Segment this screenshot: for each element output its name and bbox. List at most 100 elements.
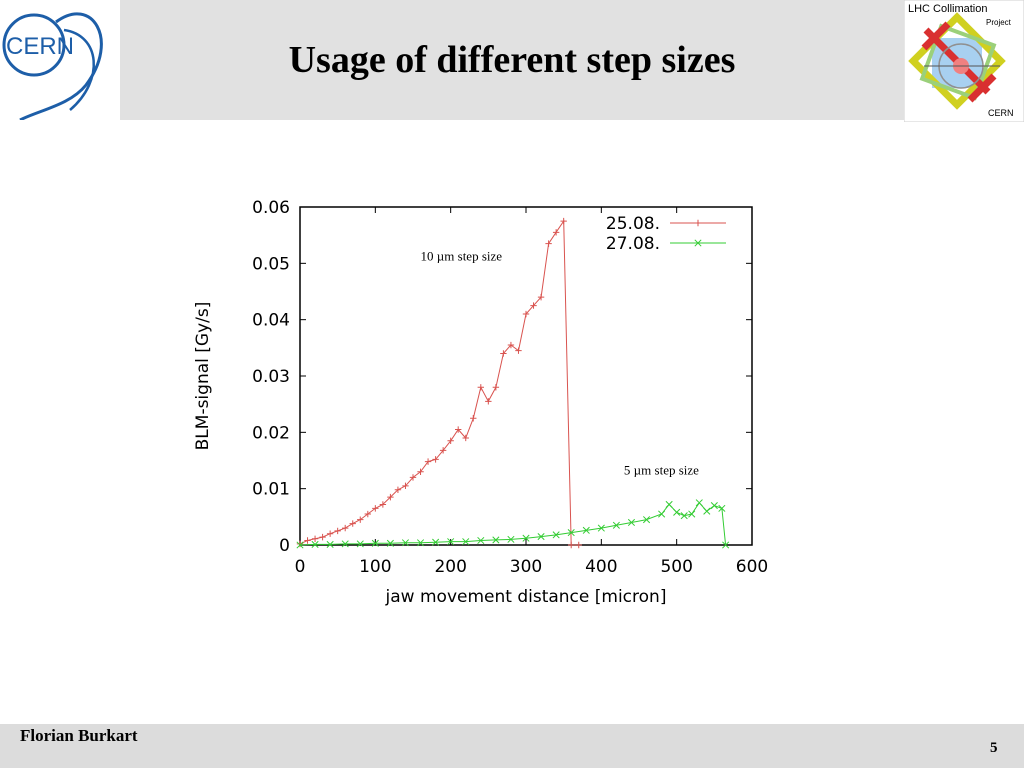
data-point — [319, 533, 326, 541]
data-point — [349, 520, 356, 527]
data-point — [432, 456, 439, 463]
x-tick-label: 200 — [434, 557, 466, 577]
data-point — [642, 516, 651, 524]
data-point — [341, 540, 349, 548]
cern-logo: CERN — [0, 0, 120, 122]
data-point — [627, 518, 636, 527]
series-line — [299, 219, 579, 546]
series-line — [299, 501, 727, 546]
data-point — [522, 310, 530, 318]
data-point — [500, 350, 507, 357]
data-point — [334, 527, 341, 535]
data-point — [582, 526, 590, 534]
data-point — [304, 537, 311, 544]
data-point — [718, 504, 726, 512]
x-tick-label: 100 — [359, 557, 391, 577]
data-point — [470, 415, 477, 422]
data-point — [680, 512, 688, 520]
data-point — [507, 341, 515, 349]
data-point — [537, 293, 545, 301]
cern-logo-text: CERN — [6, 33, 74, 60]
series-1 — [296, 499, 730, 549]
data-point — [722, 541, 730, 549]
legend: 25.08.27.08. — [606, 214, 726, 254]
data-point — [560, 217, 567, 225]
slide-title: Usage of different step sizes — [288, 39, 736, 81]
y-tick-label: 0.04 — [252, 311, 290, 331]
data-point — [552, 229, 560, 236]
x-tick-label: 400 — [585, 557, 617, 577]
data-point — [552, 531, 560, 539]
x-tick-label: 0 — [295, 557, 306, 577]
lhc-collimation-logo: LHC Collimation Project CERN — [903, 0, 1024, 123]
y-tick-label: 0.02 — [252, 423, 290, 443]
blm-signal-chart: 0 100 200 300 400 500 600 0 0.01 0.02 0.03 0.04 0.05… — [180, 185, 780, 615]
plot-frame — [299, 206, 753, 546]
chart-annotation: 5 µm step size — [624, 463, 699, 478]
data-point — [417, 468, 424, 475]
lhc-logo-subtitle: Project — [986, 18, 1012, 27]
y-tick-label: 0 — [279, 536, 290, 556]
y-tick-label: 0.01 — [252, 480, 290, 500]
lhc-logo-org: CERN — [988, 108, 1014, 118]
data-point — [357, 516, 364, 523]
data-point — [703, 507, 711, 515]
data-point — [522, 534, 530, 542]
data-point — [296, 540, 304, 548]
legend-marker — [694, 239, 702, 247]
footer-author: Florian Burkart — [20, 726, 138, 745]
data-point — [492, 384, 500, 391]
data-point — [379, 501, 387, 508]
series-layer — [296, 217, 730, 549]
data-point — [695, 499, 703, 507]
data-point — [567, 529, 575, 537]
data-point — [311, 535, 319, 543]
chart-svg: 0 100 200 300 400 500 600 0 0.01 0.02 0.03 0.04 0.05… — [193, 198, 768, 607]
data-point — [394, 486, 402, 493]
data-point — [485, 398, 492, 405]
page-number: 5 — [990, 740, 998, 756]
data-point — [387, 493, 394, 501]
data-point — [296, 541, 304, 549]
y-tick-label: 0.03 — [252, 367, 290, 387]
data-point — [597, 524, 605, 532]
chart-annotation: 10 µm step size — [421, 249, 503, 264]
data-point — [515, 347, 522, 354]
data-point — [447, 437, 454, 444]
lhc-logo-title: LHC Collimation — [908, 3, 987, 15]
y-tick-label: 0.05 — [252, 254, 290, 274]
data-point — [537, 532, 545, 541]
y-tick-label: 0.06 — [252, 198, 290, 218]
data-point — [455, 426, 462, 433]
x-axis-label: jaw movement distance [micron] — [385, 587, 667, 607]
data-point — [447, 538, 455, 546]
data-point — [612, 521, 620, 529]
data-point — [492, 536, 500, 544]
data-point — [432, 538, 440, 546]
data-point — [402, 482, 409, 490]
data-point — [568, 541, 575, 549]
data-point — [356, 540, 364, 548]
data-point — [462, 538, 470, 546]
header-band — [120, 0, 904, 120]
data-point — [364, 510, 371, 518]
series-0 — [296, 217, 582, 549]
data-point — [462, 434, 469, 442]
y-axis-label: BLM-signal [Gy/s] — [193, 302, 213, 451]
data-point — [416, 539, 425, 547]
data-point — [371, 539, 379, 547]
data-point — [665, 500, 673, 508]
cern-logo-icon: CERN — [2, 12, 103, 122]
data-point — [409, 474, 417, 481]
data-point — [326, 530, 334, 537]
data-point — [477, 536, 485, 545]
x-tick-label: 300 — [510, 557, 542, 577]
footer-band — [0, 724, 1024, 768]
data-point — [401, 539, 410, 547]
data-point — [477, 384, 484, 391]
x-tick-label: 500 — [660, 557, 692, 577]
data-point — [530, 302, 537, 309]
data-point — [710, 502, 718, 510]
data-point — [507, 535, 515, 543]
data-point — [326, 540, 334, 548]
